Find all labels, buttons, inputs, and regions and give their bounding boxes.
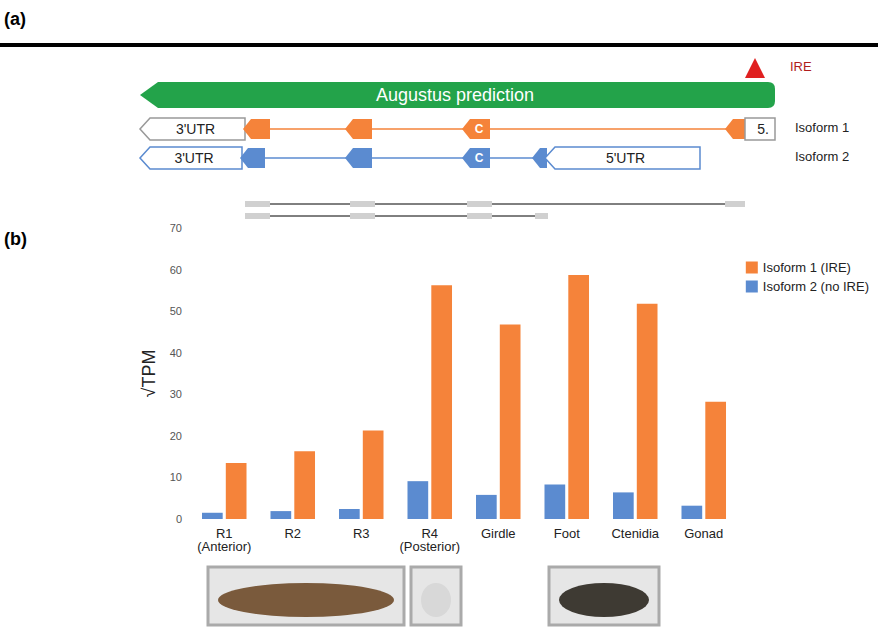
- svg-text:C: C: [475, 122, 484, 136]
- svg-text:0: 0: [176, 513, 182, 525]
- svg-text:R2: R2: [284, 526, 301, 541]
- svg-text:R1: R1: [215, 526, 233, 541]
- svg-text:Augustus prediction: Augustus prediction: [376, 85, 534, 105]
- svg-text:Foot: Foot: [554, 526, 580, 541]
- svg-text:30: 30: [170, 388, 182, 400]
- svg-text:3'UTR: 3'UTR: [174, 150, 213, 166]
- svg-text:Isoform 1 (IRE): Isoform 1 (IRE): [763, 260, 851, 275]
- svg-text:50: 50: [170, 305, 182, 317]
- svg-text:C: C: [475, 151, 484, 165]
- svg-text:60: 60: [170, 264, 182, 276]
- svg-text:20: 20: [170, 430, 182, 442]
- svg-text:R3: R3: [353, 526, 370, 541]
- svg-text:40: 40: [170, 347, 182, 359]
- svg-text:Gonad: Gonad: [684, 526, 723, 541]
- svg-text:Isoform 2 (no IRE): Isoform 2 (no IRE): [763, 279, 869, 294]
- svg-text:70: 70: [170, 222, 182, 234]
- svg-text:IRE: IRE: [790, 59, 812, 74]
- svg-text:(Anterior): (Anterior): [197, 539, 251, 554]
- svg-text:Girdle: Girdle: [481, 526, 516, 541]
- svg-text:Isoform 2: Isoform 2: [795, 149, 849, 164]
- svg-text:√TPM: √TPM: [139, 350, 159, 398]
- svg-text:5'UTR: 5'UTR: [606, 150, 645, 166]
- svg-text:Isoform 1: Isoform 1: [795, 120, 849, 135]
- svg-text:Ctenidia: Ctenidia: [611, 526, 659, 541]
- svg-text:10: 10: [170, 471, 182, 483]
- svg-text:(a): (a): [4, 9, 26, 29]
- svg-text:(b): (b): [4, 229, 27, 249]
- svg-text:3'UTR: 3'UTR: [176, 121, 215, 137]
- svg-text:(Posterior): (Posterior): [399, 539, 460, 554]
- svg-text:R4: R4: [421, 526, 439, 541]
- svg-text:5.: 5.: [757, 121, 769, 137]
